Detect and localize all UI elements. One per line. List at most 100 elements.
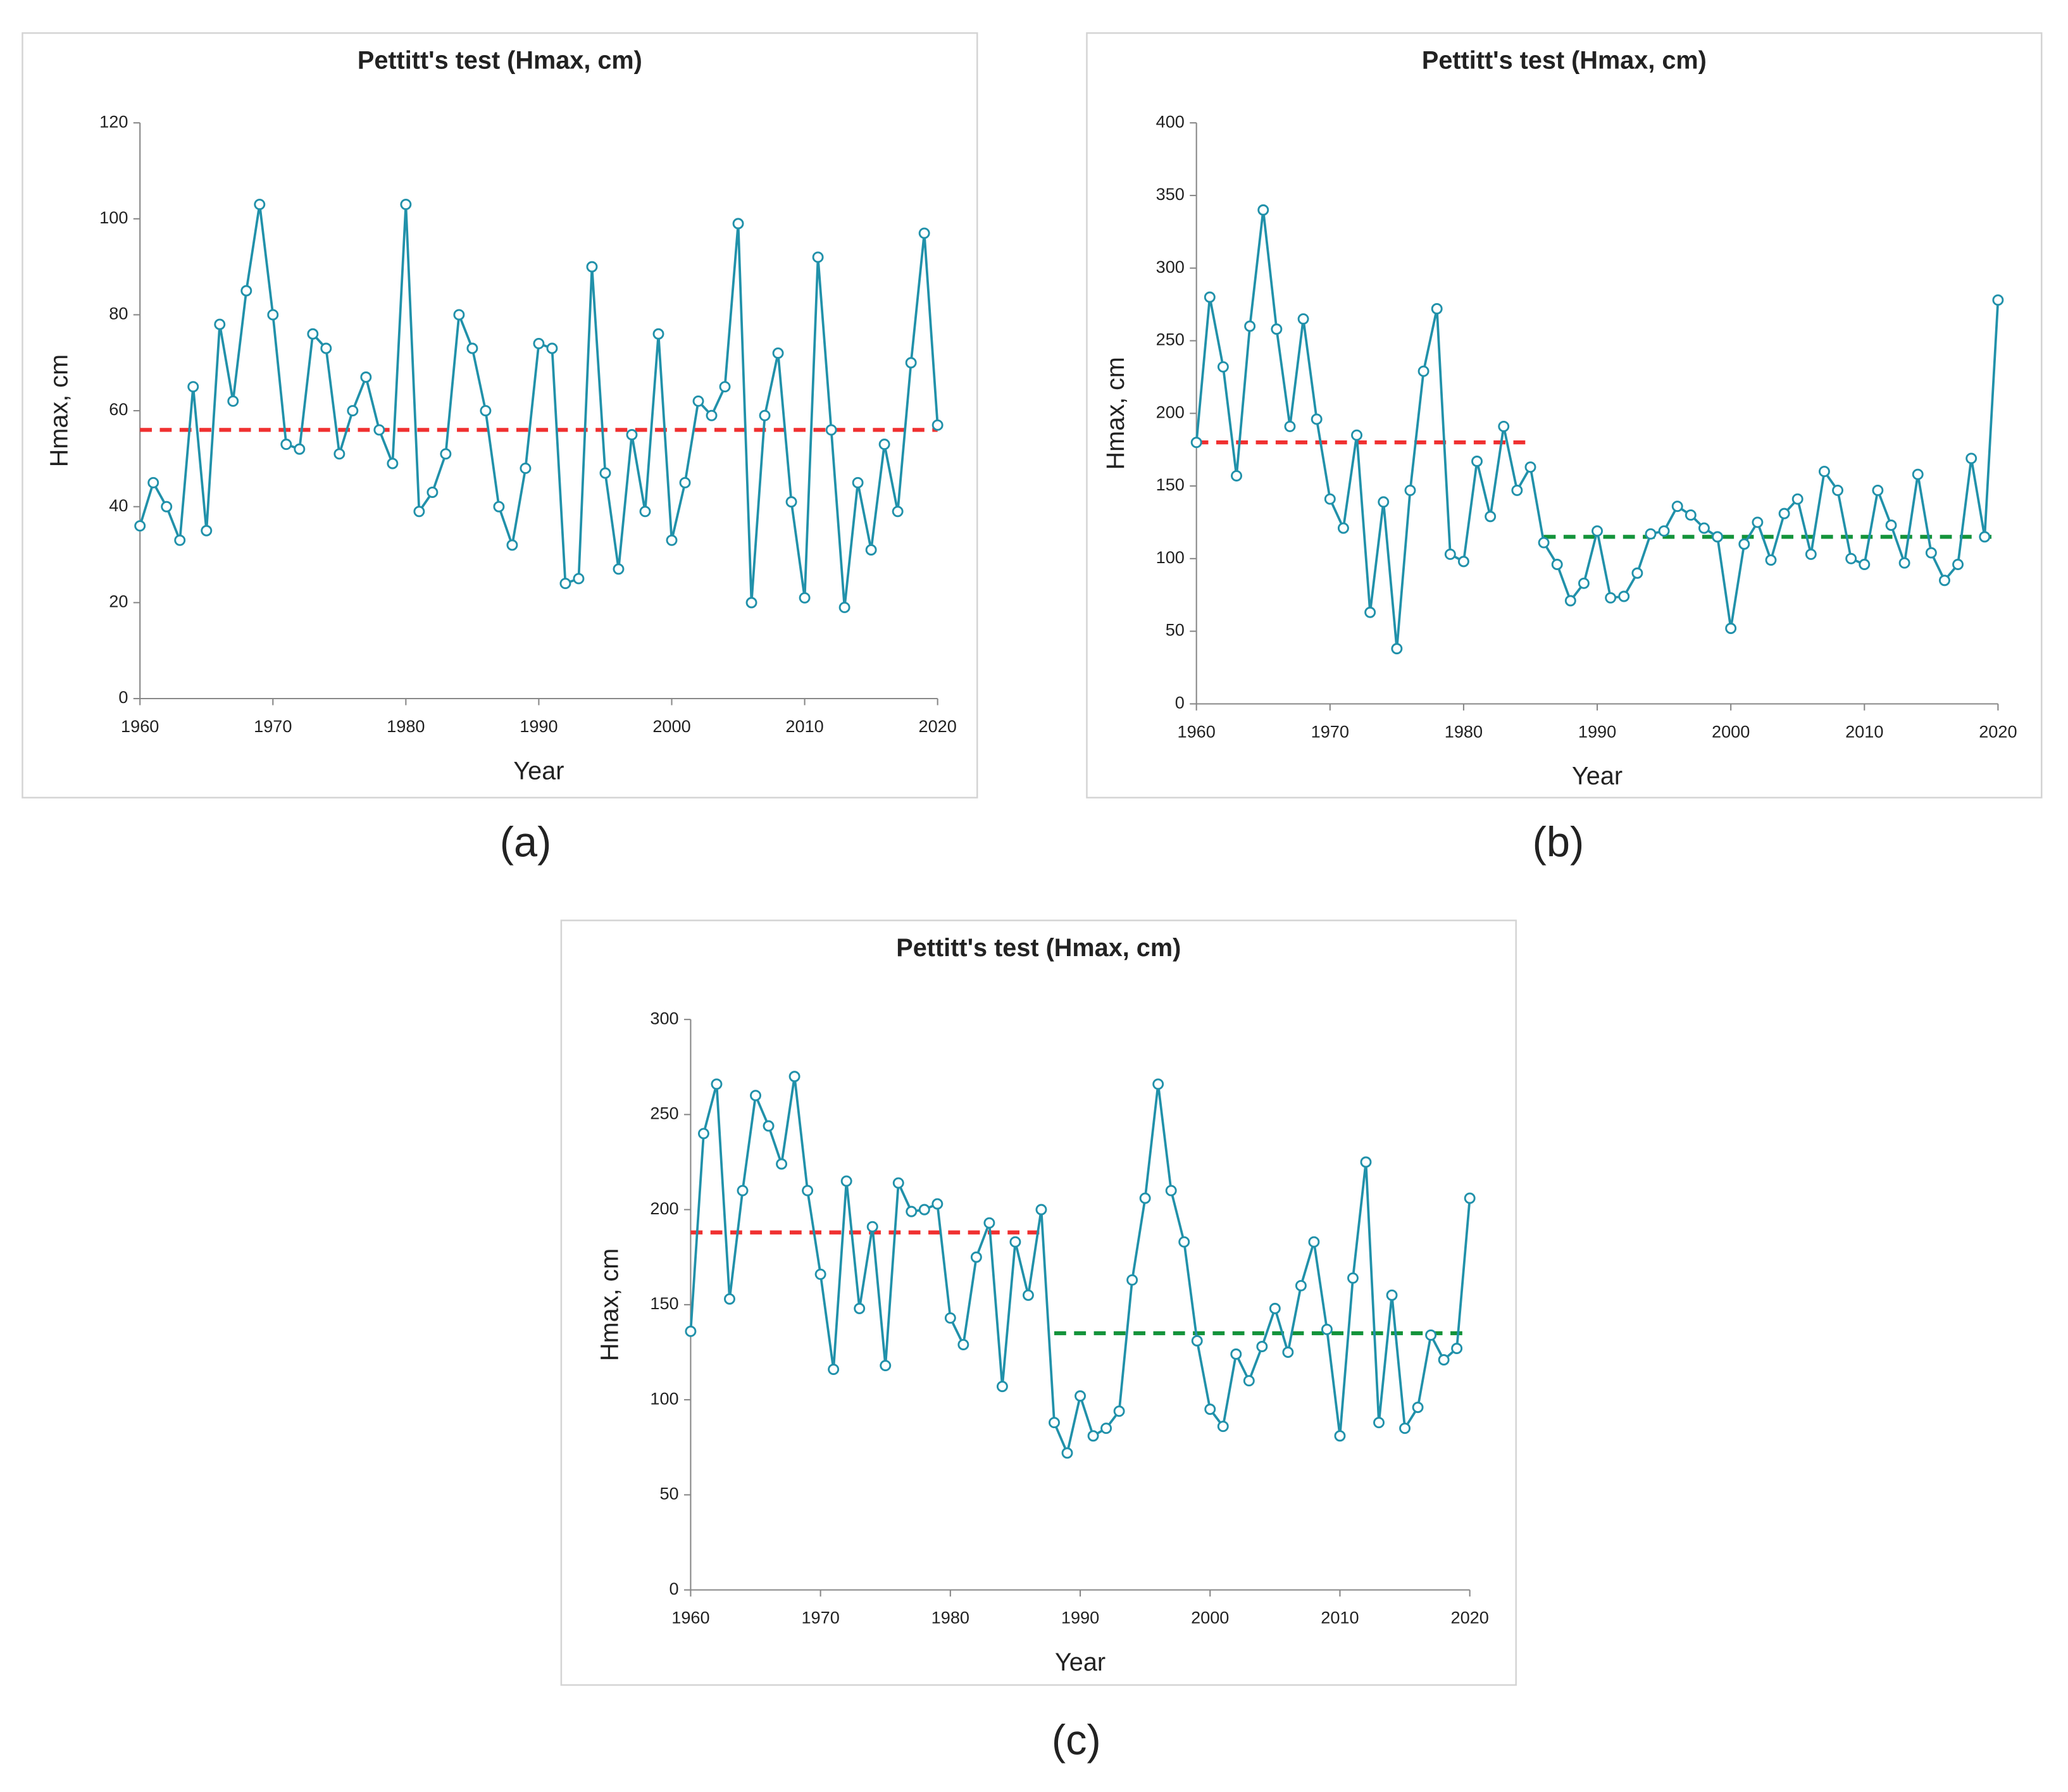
data-point [320, 342, 332, 354]
data-point [1511, 484, 1523, 496]
data-point [828, 1364, 840, 1376]
y-tick-label: 150 [1156, 475, 1185, 494]
y-axis-label: Hmax, cm [596, 1248, 624, 1361]
data-point [1845, 552, 1857, 564]
data-point [825, 424, 837, 436]
data-point [1074, 1390, 1087, 1402]
data-point [1425, 1329, 1437, 1341]
x-axis-label: Year [1572, 762, 1623, 790]
y-tick-label: 40 [109, 495, 128, 515]
data-point [666, 534, 678, 546]
data-point [1139, 1192, 1151, 1204]
data-point [400, 199, 412, 211]
data-point [1685, 509, 1697, 521]
data-point [1231, 470, 1242, 482]
data-point [493, 501, 505, 513]
data-point [878, 439, 890, 451]
data-point [1256, 1341, 1268, 1352]
data-point [1498, 420, 1510, 432]
data-point [506, 539, 518, 551]
data-point [1321, 1323, 1333, 1335]
x-tick-label: 1980 [387, 716, 425, 736]
data-point [1126, 1274, 1138, 1286]
data-point [480, 405, 492, 417]
chart-title: Pettitt's test (Hmax, cm) [1422, 47, 1707, 75]
panel-frame [22, 32, 978, 799]
data-point [892, 506, 904, 518]
x-tick-label: 1990 [1578, 721, 1616, 741]
data-point [559, 578, 571, 590]
data-point [586, 261, 598, 273]
y-tick-label: 0 [670, 1579, 679, 1598]
data-point [1725, 623, 1737, 634]
data-point [599, 467, 611, 479]
data-point [1204, 291, 1216, 303]
data-point [1618, 590, 1630, 602]
data-point [280, 439, 292, 451]
data-point [1022, 1289, 1034, 1301]
data-point [373, 424, 385, 436]
data-point [838, 601, 850, 613]
data-point [1217, 1421, 1229, 1433]
data-point [240, 285, 252, 297]
data-point [1399, 1422, 1411, 1434]
data-point [706, 409, 718, 421]
data-point [1113, 1405, 1125, 1417]
y-tick-label: 120 [99, 111, 128, 131]
data-point [865, 544, 877, 556]
y-tick-label: 250 [1156, 330, 1185, 349]
data-point [1165, 1185, 1177, 1197]
data-point [1204, 1403, 1216, 1416]
x-axis-label: Year [1055, 1648, 1106, 1676]
y-axis-label: Hmax, cm [45, 354, 73, 467]
data-point [1451, 1343, 1463, 1354]
data-point [812, 251, 824, 263]
data-point [1658, 525, 1670, 537]
data-point [639, 506, 651, 518]
data-point [1035, 1204, 1047, 1216]
data-point [347, 405, 359, 417]
data-point [1872, 484, 1884, 496]
y-tick-label: 50 [659, 1484, 678, 1503]
data-point [573, 573, 585, 585]
panel-label: (c) [1052, 1717, 1101, 1764]
data-point [1457, 556, 1469, 568]
data-point [1818, 466, 1830, 478]
data-point [685, 1325, 697, 1337]
data-point [918, 1204, 930, 1216]
y-tick-label: 0 [118, 687, 128, 707]
data-point [983, 1217, 995, 1229]
data-point [1631, 567, 1643, 579]
x-tick-label: 1960 [1178, 721, 1216, 741]
data-point [776, 1158, 788, 1170]
data-point [520, 463, 532, 475]
data-point [750, 1090, 761, 1102]
x-tick-label: 1960 [121, 716, 159, 736]
data-point [892, 1177, 904, 1189]
data-point [227, 395, 239, 407]
data-point [1938, 575, 1950, 587]
x-tick-label: 1960 [671, 1608, 709, 1627]
data-point [652, 328, 664, 340]
data-point [626, 429, 638, 440]
y-tick-label: 200 [1156, 402, 1185, 421]
data-point [1282, 1347, 1294, 1358]
data-point [799, 592, 811, 604]
data-point [1100, 1422, 1112, 1434]
data-point [1190, 437, 1202, 449]
data-point [1244, 320, 1256, 332]
data-point [360, 371, 372, 383]
data-point [134, 520, 146, 532]
data-point [852, 476, 864, 488]
data-point [453, 309, 465, 321]
data-point [1992, 294, 2004, 306]
panel-frame [560, 919, 1517, 1686]
data-point [1464, 1192, 1476, 1204]
panel-label: (b) [1533, 819, 1585, 866]
data-point [1087, 1430, 1099, 1442]
data-point [1591, 525, 1604, 537]
y-tick-label: 200 [650, 1198, 678, 1218]
data-point [187, 381, 199, 393]
data-point [711, 1078, 723, 1090]
